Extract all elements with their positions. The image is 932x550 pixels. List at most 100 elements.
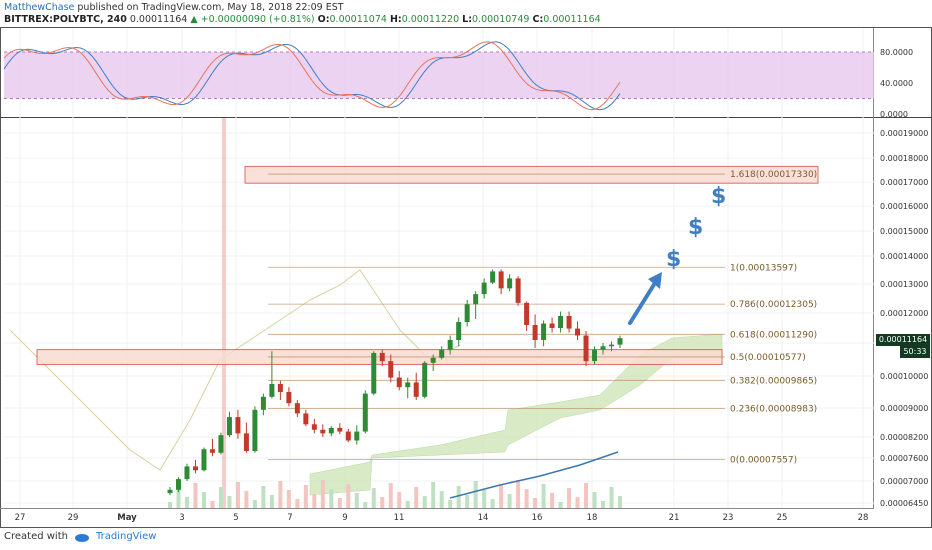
candle-body [371,352,377,394]
moving-average-line [449,451,619,499]
volume-bar [235,482,240,508]
bullish-arrow-head-icon [648,272,662,289]
open-label: O: [317,14,330,25]
time-tick-label: 9 [342,513,347,523]
volume-bar [533,498,538,508]
high-value: 0.00011220 [401,14,460,25]
volume-bar [601,501,606,508]
price-tick-label: 0.00010000 [880,372,928,381]
volume-bar [329,489,334,508]
price-tick-label: 0.00008200 [880,433,928,442]
time-tick-label: 11 [394,513,405,523]
candle-body [515,278,521,303]
volume-bar [558,502,563,508]
candle-body [260,396,266,410]
volume-bar [295,499,300,508]
price-tick-label: 0.00019000 [880,129,928,138]
volume-bar [337,498,342,508]
volume-bar [210,501,215,508]
price-tick-label: 0.00017000 [880,178,928,187]
volume-bar [584,483,589,508]
volume-bar [201,492,206,508]
volume-bar [473,481,478,508]
volume-bar [550,493,555,508]
candle-body [566,316,572,329]
volume-bar [524,489,529,508]
volume-bar [397,492,402,508]
fib-level-label: 0.786(0.00012305) [730,300,817,310]
price-tick-label: 0.00009000 [880,404,928,413]
candle-body [388,361,394,378]
candle-body [447,340,453,350]
candle-body [532,325,538,340]
price-tick-label: 0.00006450 [880,499,928,508]
volume-bar [609,487,614,508]
candle-body [609,344,615,347]
volume-bar [168,502,172,508]
candle-body [286,392,292,404]
candle-body [473,294,479,305]
candle-body [328,427,334,434]
chart-header: MatthewChase published on TradingView.co… [4,2,601,26]
open-value: 0.00011074 [329,14,387,25]
candle-body [464,304,470,322]
author-link[interactable]: MatthewChase [4,2,75,13]
price-tick-label: 0.00015000 [880,227,928,236]
volume-bar [278,481,283,508]
candle-body [413,382,419,397]
stoch-d-line [3,41,621,111]
volume-bar [363,502,368,508]
dollar-sign-annotation: $ [688,215,703,240]
candle-body [277,384,283,392]
volume-bar [184,497,189,508]
volume-bar [176,488,181,508]
fib-level-label: 1.618(0.00017330) [730,170,817,180]
candle-body [218,435,224,453]
volume-bar [252,500,257,508]
close-value: 0.00011164 [543,14,601,25]
osc-tick-label: 40.0000 [880,79,913,88]
time-tick-label: 21 [669,513,680,523]
created-with-label: Created with [4,531,68,542]
volume-bar [269,495,274,508]
volume-bar [465,495,470,508]
volume-bar [431,482,436,508]
lagging-span-line [9,269,461,471]
candle-body [167,489,173,493]
volume-bar [575,497,580,508]
volume-bar [312,494,317,508]
candle-body [558,316,564,328]
low-label: L: [462,14,473,25]
event-highlight [222,118,226,508]
candle-body [541,323,547,340]
last-price: 0.00011164 [129,14,188,25]
volume-bar [405,501,410,508]
volume-bar [490,499,495,508]
candle-body [600,346,606,350]
candle-body [192,466,198,471]
candle-body [396,377,402,388]
time-tick-label: May [117,513,137,523]
price-tick-label: 0.00014000 [880,252,928,261]
volume-bar [218,487,223,508]
volume-bar [261,486,266,508]
candle-body [201,449,207,471]
candle-body [507,278,513,289]
volume-bar [354,493,359,508]
volume-bar [244,491,249,508]
candle-body [345,431,351,441]
candle-body [320,429,326,434]
volume-bar [482,490,487,508]
symbol-label: BITTREX:POLYBTC, 240 [4,14,127,25]
candle-body [235,417,241,434]
bullish-arrow-icon [628,281,657,325]
volume-bar [380,497,385,508]
volume-bar [456,486,461,508]
price-tick-label: 0.00016000 [880,202,928,211]
close-label: C: [532,14,544,25]
candle-body [362,393,368,432]
tradingview-link[interactable]: TradingView [95,531,157,542]
time-tick-label: 16 [532,513,543,523]
candle-body [184,466,190,480]
